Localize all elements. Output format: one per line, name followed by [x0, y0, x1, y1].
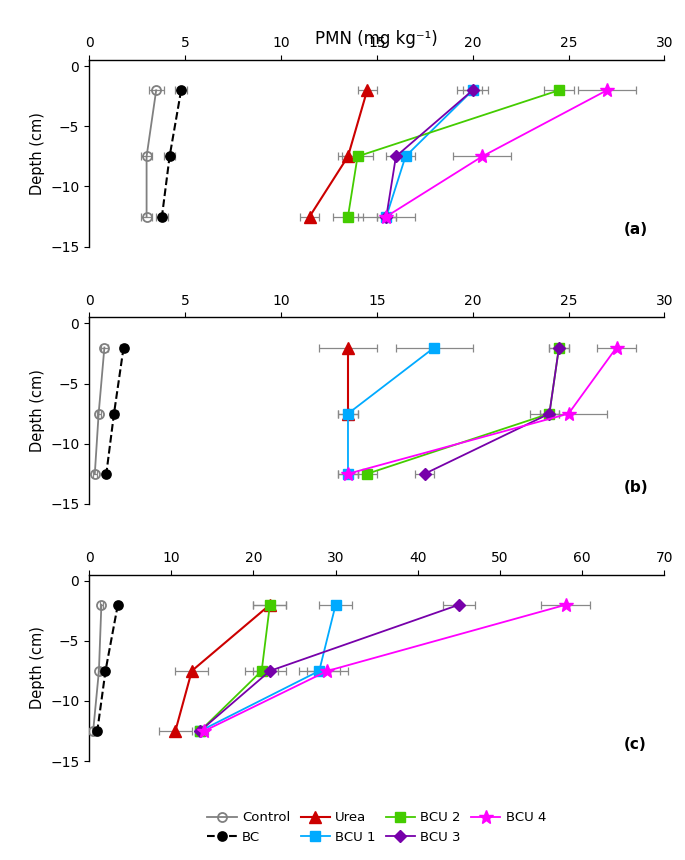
- Legend: Control, BC, Urea, BCU 1, BCU 2, BCU 3, BCU 4: Control, BC, Urea, BCU 1, BCU 2, BCU 3, …: [202, 806, 551, 849]
- Y-axis label: Depth (cm): Depth (cm): [29, 369, 45, 452]
- Y-axis label: Depth (cm): Depth (cm): [29, 626, 45, 709]
- Text: (c): (c): [624, 737, 647, 752]
- Text: (b): (b): [624, 480, 649, 494]
- Text: (a): (a): [624, 222, 648, 237]
- Y-axis label: Depth (cm): Depth (cm): [29, 112, 45, 195]
- Text: PMN (mg kg⁻¹): PMN (mg kg⁻¹): [315, 30, 438, 48]
